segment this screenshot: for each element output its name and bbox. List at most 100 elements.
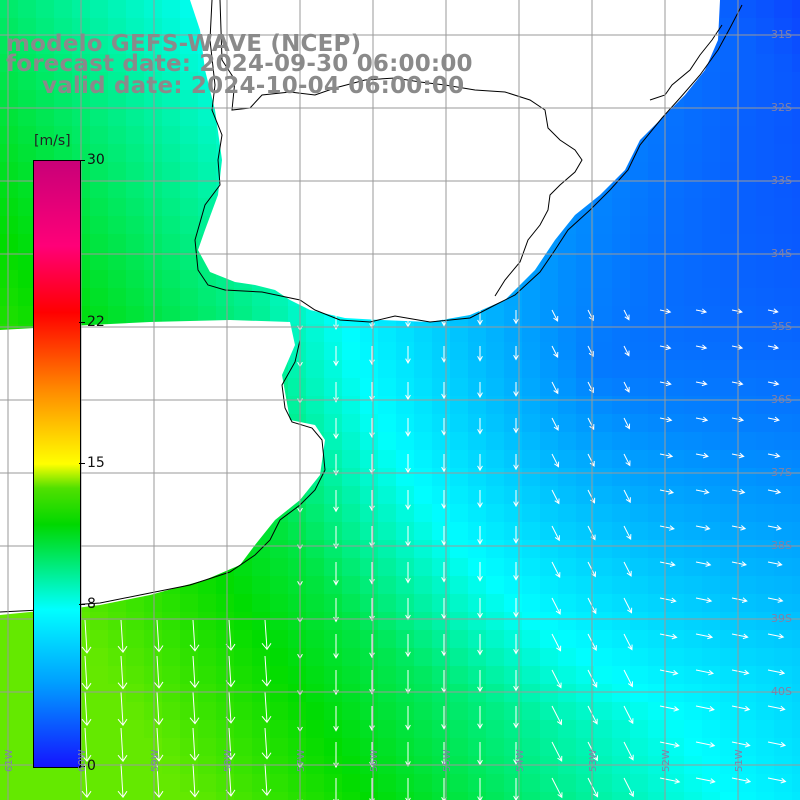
field-cell: [414, 432, 433, 451]
field-cell: [738, 504, 757, 523]
field-cell: [18, 198, 37, 217]
field-cell: [684, 612, 703, 631]
field-cell: [756, 126, 775, 145]
field-cell: [450, 612, 469, 631]
field-cell: [558, 468, 577, 487]
field-cell: [630, 648, 649, 667]
field-cell: [594, 576, 613, 595]
field-cell: [432, 540, 451, 559]
field-cell: [702, 216, 721, 235]
wind-arrow: [659, 452, 674, 459]
field-cell: [486, 666, 505, 685]
field-cell: [666, 702, 685, 721]
field-cell: [126, 252, 145, 271]
field-cell: [738, 234, 757, 253]
field-cell: [630, 558, 649, 577]
field-cell: [432, 468, 451, 487]
field-cell: [702, 144, 721, 163]
field-cell: [720, 252, 739, 271]
field-cell: [342, 720, 361, 739]
field-cell: [702, 738, 721, 757]
field-cell: [126, 54, 145, 73]
field-cell: [324, 324, 343, 343]
wind-arrow: [659, 705, 680, 712]
field-cell: [792, 288, 800, 307]
field-cell: [378, 324, 397, 343]
field-cell: [54, 144, 73, 163]
field-cell: [36, 108, 55, 127]
field-cell: [522, 486, 541, 505]
field-cell: [540, 684, 559, 703]
field-cell: [108, 36, 127, 55]
wind-arrow: [513, 742, 519, 765]
field-cell: [450, 558, 469, 577]
field-cell: [396, 432, 415, 451]
field-cell: [522, 648, 541, 667]
field-cell: [342, 594, 361, 613]
field-cell: [720, 594, 739, 613]
field-cell: [432, 630, 451, 649]
field-cell: [342, 342, 361, 361]
field-cell: [324, 540, 343, 559]
field-cell: [630, 270, 649, 289]
wind-arrow: [369, 526, 375, 548]
land-area: [190, 0, 720, 322]
field-cell: [774, 738, 793, 757]
field-cell: [792, 414, 800, 433]
wind-arrow: [333, 526, 339, 550]
wind-arrow: [623, 633, 633, 651]
wind-arrow: [189, 691, 200, 725]
field-cell: [270, 612, 289, 631]
field-cell: [612, 774, 631, 793]
field-cell: [486, 558, 505, 577]
field-cell: [270, 684, 289, 703]
field-cell: [774, 666, 793, 685]
field-cell: [432, 450, 451, 469]
field-cell: [576, 666, 595, 685]
field-cell: [342, 612, 361, 631]
wind-arrow: [405, 346, 411, 365]
coastline: [0, 0, 743, 613]
field-cell: [504, 342, 523, 361]
field-cell: [576, 396, 595, 415]
wind-arrow: [81, 619, 92, 654]
field-cell: [630, 540, 649, 559]
field-cell: [702, 378, 721, 397]
field-cell: [90, 72, 109, 91]
field-cell: [630, 342, 649, 361]
field-cell: [90, 144, 109, 163]
field-cell: [774, 720, 793, 739]
field-cell: [666, 666, 685, 685]
field-cell: [738, 432, 757, 451]
latitude-label: 32S: [771, 101, 792, 114]
field-cell: [342, 468, 361, 487]
field-cell: [648, 630, 667, 649]
field-cell: [648, 504, 667, 523]
field-cell: [522, 432, 541, 451]
field-cell: [792, 666, 800, 685]
field-cell: [198, 108, 217, 127]
field-cell: [666, 306, 685, 325]
field-cell: [18, 738, 37, 757]
field-cell: [684, 306, 703, 325]
field-cell: [558, 342, 577, 361]
wind-arrow: [369, 382, 375, 402]
field-cell: [738, 18, 757, 37]
field-cell: [720, 558, 739, 577]
colorbar-tick-label: 22: [87, 313, 105, 330]
field-cell: [756, 630, 775, 649]
field-cell: [594, 234, 613, 253]
field-cell: [450, 738, 469, 757]
field-cell: [504, 684, 523, 703]
field-cell: [630, 306, 649, 325]
field-cell: [774, 108, 793, 127]
field-cell: [216, 792, 235, 800]
wind-arrow: [369, 742, 375, 768]
wind-arrow: [369, 562, 375, 585]
field-cell: [180, 252, 199, 271]
field-cell: [720, 666, 739, 685]
field-cell: [756, 414, 775, 433]
field-cell: [540, 702, 559, 721]
field-cell: [468, 522, 487, 541]
field-cell: [738, 558, 757, 577]
